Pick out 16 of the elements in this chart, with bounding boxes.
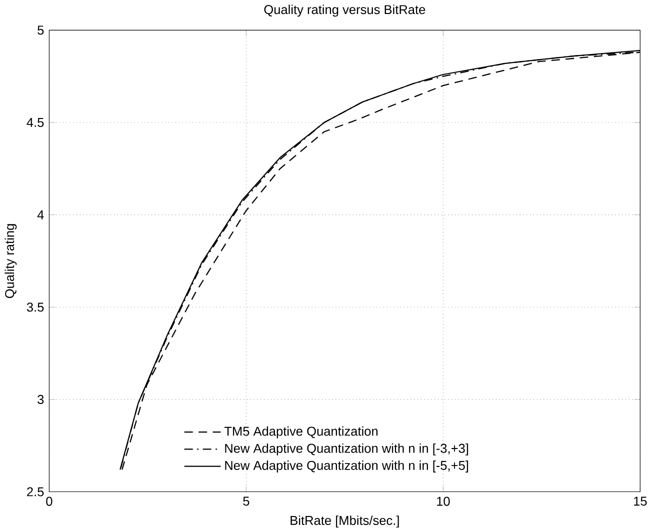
y-tick-label: 4.5: [26, 118, 44, 127]
y-tick-label: 4: [37, 210, 44, 220]
y-tick-label: 3: [38, 394, 44, 404]
legend-label: New Adaptive Quantization with n in [-5,+5]: [225, 460, 468, 472]
x-tick-label: 15: [634, 496, 647, 506]
x-tick-label: 5: [243, 496, 250, 506]
y-tick-label: 2.5: [27, 487, 44, 496]
legend-label: New Adaptive Quantization with n in [-3,+3]: [225, 443, 468, 456]
y-tick-label: 3.5: [26, 302, 44, 312]
x-tick-label: 0: [46, 496, 52, 506]
x-tick-label: 10: [437, 496, 450, 506]
x-axis-title: BitRate [Mbits/sec.]: [290, 515, 399, 528]
y-tick-label: 5: [38, 26, 44, 35]
y-axis-title: Quality rating: [4, 224, 17, 298]
legend-label: TM5 Adaptive Quantization: [224, 426, 378, 438]
chart-title: Quality rating versus BitRate: [264, 4, 426, 17]
